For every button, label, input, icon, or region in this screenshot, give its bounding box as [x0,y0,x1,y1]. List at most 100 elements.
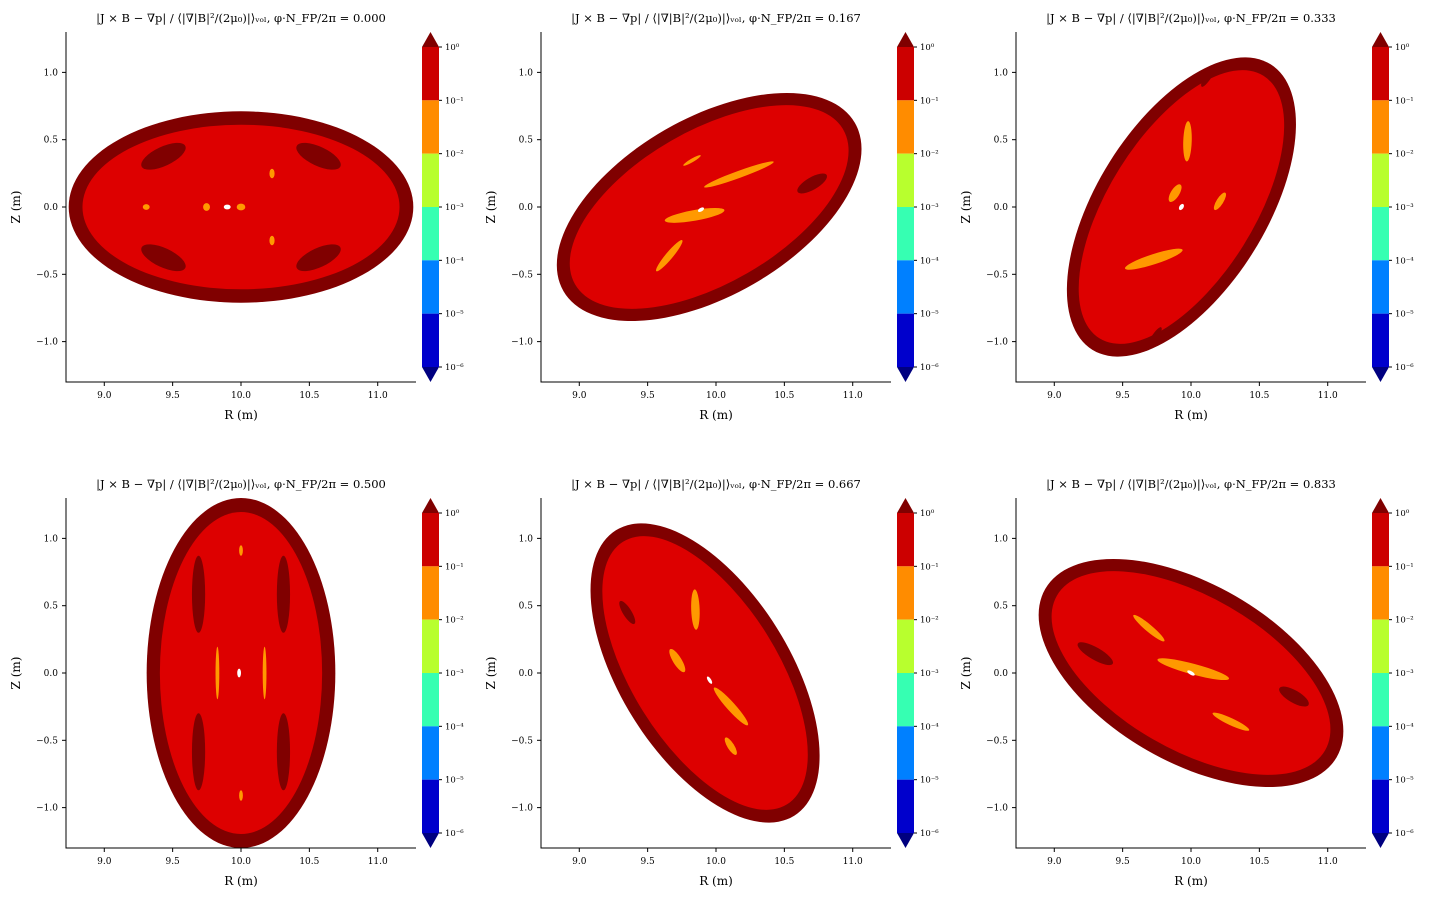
colorbar-band [897,207,914,261]
colorbar-tick-label: 10⁻¹ [1395,96,1414,106]
axis-spines [1015,32,1366,383]
contour-island-2 [1212,712,1250,731]
panel-title: |J × B − ∇p| / ⟨|∇|B|²/(2μ₀)|⟩ᵥₒₗ, φ·N_F… [571,11,861,26]
contour-island-6 [1178,203,1184,211]
panel-4: |J × B − ∇p| / ⟨|∇|B|²/(2μ₀)|⟩ᵥₒₗ, φ·N_F… [484,477,939,888]
x-tick-label: 10.5 [1249,857,1269,867]
colorbar-band [422,100,439,154]
contour-island-3 [1213,192,1227,211]
colorbar-tick-label: 10⁻⁵ [445,310,464,320]
panel-3: |J × B − ∇p| / ⟨|∇|B|²/(2μ₀)|⟩ᵥₒₗ, φ·N_F… [9,477,464,888]
colorbar-tick-label: 10⁻⁶ [1395,829,1414,839]
colorbar-band [1372,260,1389,314]
colorbar-tick-label: 10⁰ [920,509,935,519]
contour-island-2 [191,555,206,633]
contour-island-3 [1279,686,1309,707]
colorbar-tick-label: 10⁻¹ [1395,562,1414,572]
colorbar-band [422,313,439,367]
contour-island-4 [797,173,828,194]
colorbar-tick-label: 10⁻⁶ [920,363,939,373]
contour-island-7 [239,790,243,801]
x-tick-label: 11.0 [843,857,863,867]
panel-title: |J × B − ∇p| / ⟨|∇|B|²/(2μ₀)|⟩ᵥₒₗ, φ·N_F… [1046,11,1336,26]
colorbar-tick-label: 10⁻⁵ [920,776,939,786]
colorbar-band [422,673,439,727]
colorbar-band [1372,513,1389,567]
colorbar-band [897,313,914,367]
y-tick-label: 1.0 [44,534,59,544]
colorbar-tick-label: 10⁻³ [1395,203,1414,213]
colorbar-tick-label: 10⁻¹ [920,562,939,572]
colorbar-band [1372,100,1389,154]
y-axis-label: Z (m) [959,657,973,690]
y-axis-label: Z (m) [484,191,498,224]
colorbar-over-arrow [1372,32,1389,47]
colorbar-over-arrow [422,32,439,47]
colorbar-tick-label: 10⁻² [445,150,464,160]
contour-island-4 [215,646,220,700]
colorbar-band [1372,779,1389,833]
colorbar-tick-label: 10⁻⁶ [1395,363,1414,373]
contour-island-5 [697,207,705,212]
colorbar-band [422,566,439,620]
x-tick-label: 9.0 [97,857,112,867]
y-axis-label: Z (m) [9,657,23,690]
colorbar-band [897,100,914,154]
y-tick-label: 0.0 [519,203,534,213]
x-tick-label: 10.0 [1181,391,1201,401]
x-tick-label: 9.5 [165,857,180,867]
contour-island-5 [1187,670,1195,676]
x-axis-label: R (m) [1174,408,1208,422]
contour-island-1 [296,142,341,170]
colorbar-tick-label: 10⁻² [445,616,464,626]
contour-island-5 [236,203,246,211]
y-tick-label: −1.0 [36,338,58,348]
y-tick-label: 1.0 [519,534,534,544]
y-tick-label: −0.5 [36,270,58,280]
colorbar-tick-label: 10⁻⁴ [445,722,464,732]
x-tick-label: 11.0 [368,857,388,867]
colorbar-band [422,260,439,314]
y-axis-label: Z (m) [9,191,23,224]
colorbar-tick-label: 10⁻⁴ [920,256,939,266]
colorbar-tick-label: 10⁻² [920,150,939,160]
contour-island-0 [141,142,186,170]
panel-title: |J × B − ∇p| / ⟨|∇|B|²/(2μ₀)|⟩ᵥₒₗ, φ·N_F… [96,11,386,26]
colorbar-tick-label: 10⁻¹ [445,96,464,106]
y-axis-label: Z (m) [959,191,973,224]
y-tick-label: −1.0 [511,804,533,814]
colorbar-tick-label: 10⁻⁵ [920,310,939,320]
contour-island-0 [191,713,206,791]
contour-island-2 [141,244,186,272]
x-tick-label: 10.0 [1181,857,1201,867]
colorbar-band [897,47,914,101]
contour-island-0 [664,207,725,223]
axis-spines [65,32,416,383]
colorbar-tick-label: 10⁻³ [920,669,939,679]
axis-spines [540,498,891,849]
x-axis-label: R (m) [224,874,258,888]
x-tick-label: 10.0 [231,857,251,867]
colorbar-tick-label: 10⁰ [1395,509,1410,519]
colorbar-tick-label: 10⁻⁶ [920,829,939,839]
colorbar-band [422,513,439,567]
colorbar: 10⁰ 10⁻¹ 10⁻² 10⁻³ 10⁻⁴ 10⁻⁵ 10⁻⁶ [897,498,939,848]
y-tick-label: 0.0 [994,669,1009,679]
colorbar-tick-label: 10⁻⁴ [920,722,939,732]
contour-island-6 [142,204,150,210]
colorbar-over-arrow [897,498,914,513]
x-tick-label: 10.5 [299,857,319,867]
y-tick-label: 0.0 [519,669,534,679]
contour-island-4 [203,203,210,211]
colorbar-band [1372,673,1389,727]
contour-island-2 [691,589,700,630]
contour-island-1 [276,713,291,791]
y-axis-label: Z (m) [484,657,498,690]
panel-5: |J × B − ∇p| / ⟨|∇|B|²/(2μ₀)|⟩ᵥₒₗ, φ·N_F… [959,477,1414,888]
colorbar-band [897,779,914,833]
y-tick-label: 1.0 [44,68,59,78]
colorbar-tick-label: 10⁰ [445,43,460,53]
contour-island-9 [223,204,231,210]
x-tick-label: 10.5 [774,391,794,401]
